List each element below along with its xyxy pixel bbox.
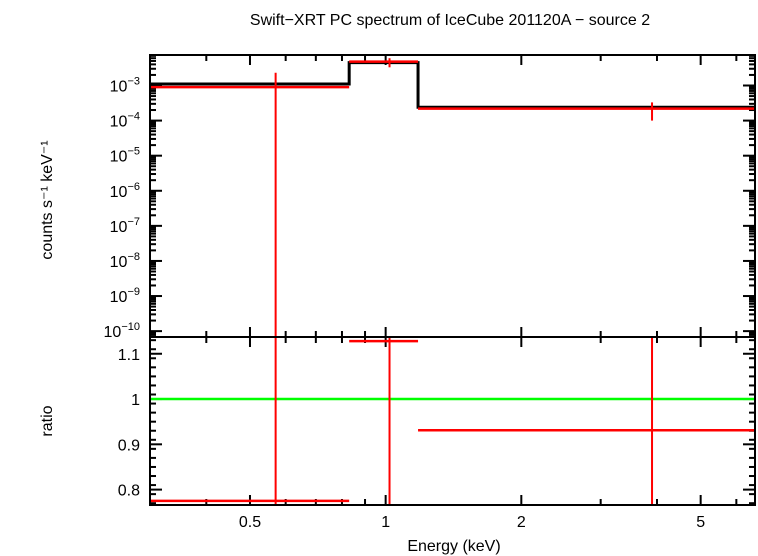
x-tick-label: 0.5: [239, 514, 261, 531]
y-tick-label: 10−3: [110, 76, 140, 96]
y-tick-label: 10−10: [104, 321, 140, 341]
y-tick-label: 0.9: [118, 437, 140, 454]
y-tick-label: 10−4: [110, 111, 140, 131]
y-tick-label: 1: [131, 392, 140, 409]
top-panel-frame: [149, 54, 756, 338]
y-tick-label: 10−9: [110, 286, 140, 306]
ratio-panel: 0.5 1 2 5 0.8 0.9 1 1.1: [118, 336, 756, 531]
top-y-axis-label: counts s⁻¹ keV⁻¹: [39, 140, 56, 259]
y-tick-label: 10−8: [110, 251, 140, 271]
x-tick-label: 2: [517, 514, 526, 531]
bottom-y-axis-label: ratio: [39, 405, 56, 436]
x-axis-label: Energy (keV): [407, 538, 500, 555]
ratio-panel-frame: [149, 336, 756, 506]
model-step-line: [150, 61, 755, 109]
x-tick-label: 5: [696, 514, 705, 531]
y-tick-label: 1.1: [118, 347, 140, 364]
x-tick-label: 1: [381, 514, 390, 531]
y-tick-label: 10−6: [110, 181, 140, 201]
y-tick-label: 0.8: [118, 483, 140, 500]
top-panel: 10−3 10−4 10−5 10−6 10−7 10−8 10−9 10−10: [104, 54, 756, 341]
chart-title: Swift−XRT PC spectrum of IceCube 201120A…: [250, 12, 650, 29]
y-tick-label: 10−7: [110, 216, 140, 236]
y-tick-label: 10−5: [110, 146, 140, 166]
